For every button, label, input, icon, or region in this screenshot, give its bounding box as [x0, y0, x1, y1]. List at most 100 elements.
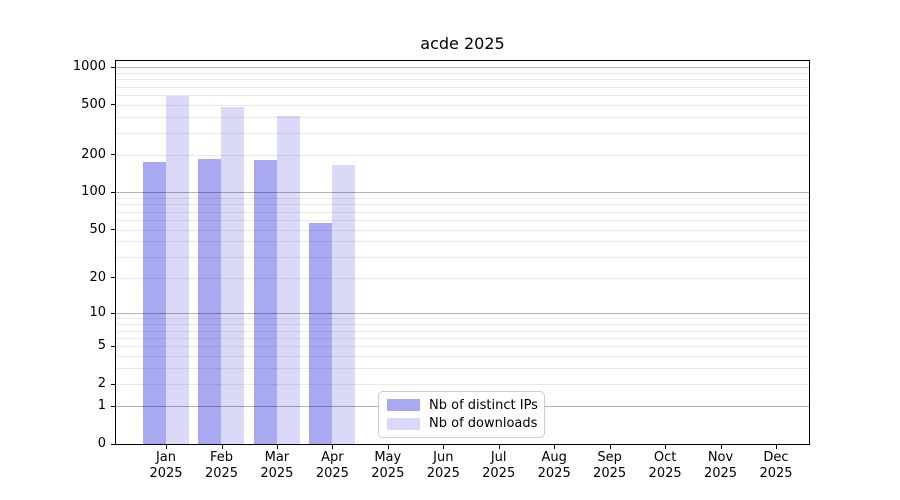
x-tick-nov — [720, 445, 722, 449]
y-tick-label-2: 2 — [97, 376, 106, 392]
y-tick-200 — [111, 154, 115, 156]
minor-gridline — [116, 204, 809, 206]
minor-gridline — [116, 95, 809, 96]
minor-gridline — [116, 277, 809, 279]
major-gridline — [116, 313, 809, 315]
x-tick-apr — [332, 445, 334, 449]
x-tick-dec — [776, 445, 777, 449]
legend-swatch-distinct-ips — [387, 399, 420, 412]
x-tick-month: Mar — [264, 450, 290, 465]
x-tick-year: 2025 — [648, 466, 682, 481]
x-tick-month: Jan — [155, 450, 177, 465]
x-tick-jul — [498, 445, 500, 449]
minor-gridline — [116, 256, 809, 258]
x-tick-label-jun: Jun 2025 — [403, 450, 483, 482]
y-tick-label-100: 100 — [81, 184, 106, 200]
minor-gridline — [116, 229, 809, 231]
minor-gridline — [116, 330, 809, 332]
legend-label-distinct-ips: Nb of distinct IPs — [429, 397, 538, 413]
y-tick-50 — [111, 229, 115, 230]
minor-gridline — [116, 117, 809, 118]
x-tick-month: Feb — [209, 450, 234, 465]
y-tick-2 — [111, 383, 115, 385]
minor-gridline — [116, 79, 809, 81]
x-tick-month: Jul — [490, 450, 507, 465]
x-tick-year: 2025 — [593, 466, 627, 481]
y-tick-1 — [111, 405, 115, 407]
chart-title: acde 2025 — [420, 34, 505, 53]
x-tick-month: Apr — [321, 450, 344, 465]
bar-distinct-ips-mar — [253, 160, 277, 444]
x-tick-may — [387, 445, 389, 449]
y-tick-500 — [111, 104, 115, 106]
minor-gridline — [116, 346, 809, 348]
x-tick-label-dec: Dec 2025 — [736, 450, 816, 482]
y-tick-label-50: 50 — [89, 221, 106, 237]
minor-gridline — [116, 318, 809, 320]
y-tick-label-1000: 1000 — [72, 59, 106, 75]
x-tick-month: Dec — [763, 450, 789, 465]
x-tick-label-jan: Jan 2025 — [126, 450, 206, 482]
x-tick-month: May — [374, 450, 402, 465]
minor-gridline — [116, 356, 809, 358]
major-gridline — [116, 67, 809, 69]
x-tick-month: Jun — [433, 450, 454, 465]
y-tick-label-1: 1 — [97, 398, 106, 414]
minor-gridline — [116, 219, 809, 221]
y-tick-0 — [111, 443, 115, 445]
x-tick-label-feb: Feb 2025 — [182, 450, 262, 482]
x-tick-label-nov: Nov 2025 — [681, 450, 761, 482]
x-tick-label-apr: Apr 2025 — [292, 450, 372, 482]
minor-gridline — [116, 324, 809, 326]
x-tick-year: 2025 — [537, 466, 571, 481]
legend-swatch-downloads — [387, 417, 420, 430]
x-tick-label-mar: Mar 2025 — [237, 450, 317, 482]
bar-distinct-ips-jan — [143, 162, 166, 444]
x-tick-label-oct: Oct 2025 — [625, 450, 705, 482]
x-tick-aug — [554, 445, 556, 449]
minor-gridline — [116, 241, 809, 243]
y-tick-label-10: 10 — [89, 305, 106, 321]
bar-downloads-mar — [276, 115, 300, 444]
minor-gridline — [116, 132, 809, 134]
bar-downloads-jan — [166, 96, 189, 444]
plot-area — [115, 60, 810, 445]
y-tick-label-5: 5 — [97, 338, 106, 354]
x-tick-label-jul: Jul 2025 — [459, 450, 539, 482]
x-tick-year: 2025 — [482, 466, 516, 481]
minor-gridline — [116, 211, 809, 213]
x-tick-month: Oct — [653, 450, 677, 465]
x-tick-month: Nov — [707, 450, 734, 465]
x-tick-sep — [609, 445, 611, 449]
legend-label-downloads: Nb of downloads — [429, 416, 538, 432]
x-tick-year: 2025 — [371, 466, 405, 481]
x-tick-year: 2025 — [204, 466, 239, 481]
y-tick-5 — [111, 345, 115, 347]
x-tick-label-sep: Sep 2025 — [570, 450, 650, 482]
y-tick-1000 — [111, 66, 115, 68]
minor-gridline — [116, 154, 809, 156]
x-tick-month: Aug — [541, 450, 567, 465]
x-tick-jun — [443, 445, 445, 449]
bar-downloads-apr — [332, 165, 356, 444]
x-tick-year: 2025 — [315, 466, 349, 481]
legend-item-downloads: Nb of downloads — [387, 416, 538, 432]
minor-gridline — [116, 368, 809, 370]
x-tick-year: 2025 — [260, 466, 294, 481]
y-tick-label-0: 0 — [97, 436, 106, 451]
x-tick-jan — [166, 445, 167, 449]
bar-downloads-feb — [221, 107, 245, 444]
major-gridline — [116, 192, 809, 194]
minor-gridline — [116, 197, 809, 199]
legend-item-distinct-ips: Nb of distinct IPs — [387, 397, 538, 413]
y-tick-100 — [111, 191, 115, 193]
y-tick-10 — [111, 312, 115, 314]
minor-gridline — [116, 337, 809, 339]
x-tick-year: 2025 — [149, 466, 183, 481]
bar-distinct-ips-feb — [198, 158, 222, 444]
x-tick-mar — [276, 445, 278, 449]
x-tick-feb — [221, 445, 223, 449]
x-tick-oct — [665, 445, 667, 449]
x-tick-month: Sep — [597, 450, 622, 465]
